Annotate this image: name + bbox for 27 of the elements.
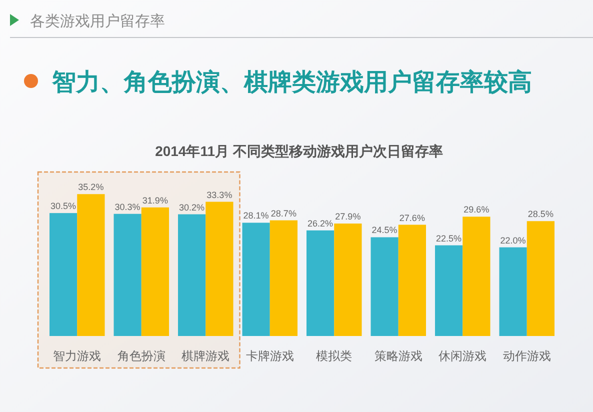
category-label: 角色扮演	[117, 349, 166, 363]
data-label: 31.9%	[142, 195, 168, 206]
data-label: 22.0%	[500, 235, 526, 246]
data-label: 28.5%	[528, 209, 554, 220]
data-label: 24.5%	[372, 225, 398, 236]
category-label: 棋牌游戏	[182, 349, 230, 363]
data-label: 30.3%	[114, 202, 140, 212]
data-label: 27.9%	[335, 212, 361, 222]
data-label: 28.1%	[243, 210, 269, 221]
data-label: 28.7%	[270, 208, 296, 218]
data-label: 30.2%	[179, 202, 205, 212]
category-label: 卡牌游戏	[246, 349, 294, 363]
category-label: 休闲游戏	[438, 349, 487, 363]
title: 各类游戏用户留存率	[30, 13, 165, 30]
category-label: 智力游戏	[53, 349, 102, 363]
category-label: 模拟类	[316, 349, 352, 363]
data-label: 30.5%	[50, 201, 76, 212]
subtitle: 智力、角色扮演、棋牌类游戏用户留存率较高	[52, 69, 532, 96]
data-label: 22.5%	[436, 233, 462, 244]
data-label: 26.2%	[308, 218, 334, 228]
data-label: 33.3%	[206, 190, 232, 200]
data-label: 29.6%	[464, 204, 490, 215]
category-label: 策略游戏	[374, 349, 422, 363]
category-label: 动作游戏	[502, 349, 551, 363]
data-label: 35.2%	[78, 182, 104, 192]
annotation: 2014年11月 不同类型移动游戏用户次日留存率	[155, 143, 443, 159]
data-label: 27.6%	[399, 212, 425, 223]
